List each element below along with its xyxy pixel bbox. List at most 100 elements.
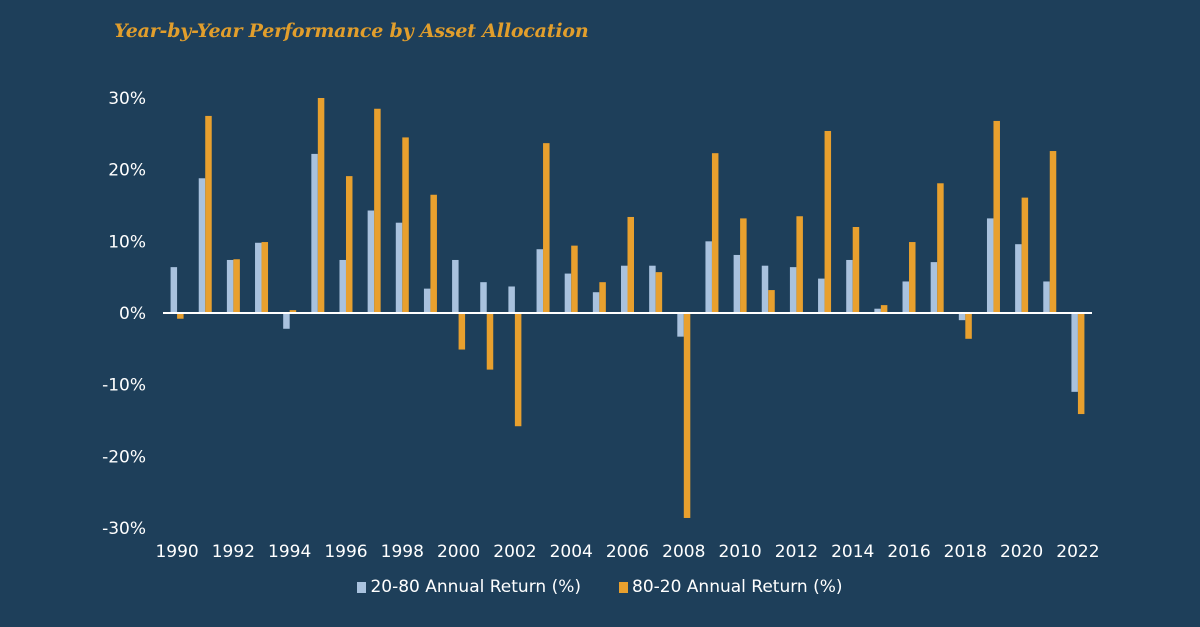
bar-20-80-2020 xyxy=(1015,244,1022,313)
bar-80-20-2017 xyxy=(937,183,944,313)
bar-20-80-2022 xyxy=(1071,313,1078,392)
x-tick-label: 1996 xyxy=(324,542,367,562)
bars xyxy=(170,98,1085,518)
bar-80-20-1990 xyxy=(177,313,184,319)
bar-80-20-2020 xyxy=(1021,197,1029,313)
bar-20-80-1996 xyxy=(339,259,346,313)
bar-20-80-1990 xyxy=(170,267,178,313)
bar-80-20-1994 xyxy=(289,310,297,313)
bar-80-20-1991 xyxy=(205,115,212,313)
bar-20-80-2006 xyxy=(621,265,628,313)
x-tick-label: 2006 xyxy=(606,542,649,562)
bar-20-80-2015 xyxy=(874,308,881,313)
x-tick-label: 1992 xyxy=(212,542,255,562)
bar-20-80-1991 xyxy=(198,178,206,313)
bar-80-20-2002 xyxy=(514,313,522,427)
x-tick-label: 1998 xyxy=(381,542,424,562)
x-axis-ticks: 1990 1992 1994 1996 1998 2000 2002 2004 2006 2008… xyxy=(155,542,1099,562)
y-axis-ticks: 30% 20% 10% 0% -10% -20% -30% xyxy=(102,89,146,539)
y-tick-label: 20% xyxy=(108,161,146,181)
x-tick-label: 2002 xyxy=(493,542,536,562)
bar-80-20-1995 xyxy=(317,98,325,313)
bar-20-80-2017 xyxy=(930,262,938,313)
bar-20-80-2009 xyxy=(705,241,712,313)
y-tick-label: 10% xyxy=(108,232,146,252)
x-tick-label: 2018 xyxy=(944,542,987,562)
bar-20-80-2012 xyxy=(789,267,797,313)
x-tick-label: 1994 xyxy=(268,542,311,562)
bar-80-20-2007 xyxy=(655,272,663,313)
bar-20-80-2021 xyxy=(1043,281,1050,313)
bar-80-20-2004 xyxy=(571,245,578,313)
legend-item-20-80: 20-80 Annual Return (%) xyxy=(357,577,581,597)
bar-80-20-2015 xyxy=(880,305,888,313)
bar-80-20-1997 xyxy=(374,108,381,313)
y-tick-label: -20% xyxy=(102,447,146,467)
y-tick-label: -30% xyxy=(102,519,146,539)
bar-20-80-2008 xyxy=(677,313,684,337)
bar-20-80-2011 xyxy=(761,265,769,313)
bar-80-20-2016 xyxy=(909,242,916,313)
bar-20-80-1993 xyxy=(255,242,262,313)
x-tick-label: 2010 xyxy=(718,542,761,562)
bar-20-80-2014 xyxy=(846,259,853,313)
bar-20-80-2018 xyxy=(958,313,966,321)
y-tick-label: -10% xyxy=(102,376,146,396)
bar-20-80-2019 xyxy=(986,218,994,313)
bar-80-20-1992 xyxy=(233,259,240,313)
x-tick-label: 2020 xyxy=(1000,542,1043,562)
y-tick-label: 30% xyxy=(108,89,146,109)
bar-80-20-2018 xyxy=(965,313,972,339)
legend-swatch-20-80 xyxy=(357,581,367,593)
x-tick-label: 2004 xyxy=(550,542,593,562)
bar-20-80-2005 xyxy=(592,292,600,313)
bar-80-20-2022 xyxy=(1077,313,1085,415)
bar-20-80-2004 xyxy=(564,273,572,313)
bar-80-20-2000 xyxy=(458,313,466,350)
bar-80-20-1998 xyxy=(402,137,409,313)
bar-20-80-2000 xyxy=(452,259,459,313)
x-tick-label: 2014 xyxy=(831,542,874,562)
chart-title: Year-by-Year Performance by Asset Alloca… xyxy=(114,20,589,42)
bar-80-20-2014 xyxy=(852,227,860,313)
bar-20-80-2013 xyxy=(818,278,825,313)
bar-80-20-2008 xyxy=(683,313,691,518)
bar-80-20-2003 xyxy=(543,143,550,313)
bar-20-80-2001 xyxy=(480,282,487,313)
bar-80-20-2012 xyxy=(796,216,803,313)
bar-80-20-2013 xyxy=(824,130,832,313)
bar-20-80-2002 xyxy=(508,286,515,313)
bar-80-20-1993 xyxy=(261,242,269,313)
bar-80-20-2021 xyxy=(1049,151,1057,313)
bar-80-20-1999 xyxy=(430,194,437,313)
bar-20-80-2007 xyxy=(649,265,656,313)
bar-80-20-2001 xyxy=(486,313,494,370)
bar-20-80-1998 xyxy=(395,222,403,313)
bar-20-80-1994 xyxy=(283,313,290,329)
bar-20-80-1997 xyxy=(367,210,375,313)
x-tick-label: 2012 xyxy=(775,542,818,562)
x-tick-label: 1990 xyxy=(155,542,198,562)
bar-80-20-2010 xyxy=(740,218,747,313)
bar-80-20-2006 xyxy=(627,216,634,313)
legend-item-80-20: 80-20 Annual Return (%) xyxy=(619,577,843,597)
bar-20-80-2010 xyxy=(733,254,741,313)
bar-80-20-2009 xyxy=(711,153,719,313)
bar-80-20-2019 xyxy=(993,120,1000,314)
y-tick-label: 0% xyxy=(119,304,146,324)
legend-label-20-80: 20-80 Annual Return (%) xyxy=(370,577,581,597)
bar-80-20-2005 xyxy=(599,282,606,313)
bar-80-20-2011 xyxy=(768,290,775,313)
bar-20-80-2016 xyxy=(902,281,910,313)
x-tick-label: 2008 xyxy=(662,542,705,562)
legend-swatch-80-20 xyxy=(619,581,628,593)
x-tick-label: 2000 xyxy=(437,542,480,562)
x-tick-label: 2016 xyxy=(887,542,930,562)
bar-20-80-2003 xyxy=(536,249,544,313)
bar-20-80-1992 xyxy=(226,259,234,313)
x-tick-label: 2022 xyxy=(1056,542,1099,562)
legend: 20-80 Annual Return (%) 80-20 Annual Ret… xyxy=(0,577,1200,597)
legend-label-80-20: 80-20 Annual Return (%) xyxy=(632,577,843,597)
bar-80-20-1996 xyxy=(345,176,353,313)
